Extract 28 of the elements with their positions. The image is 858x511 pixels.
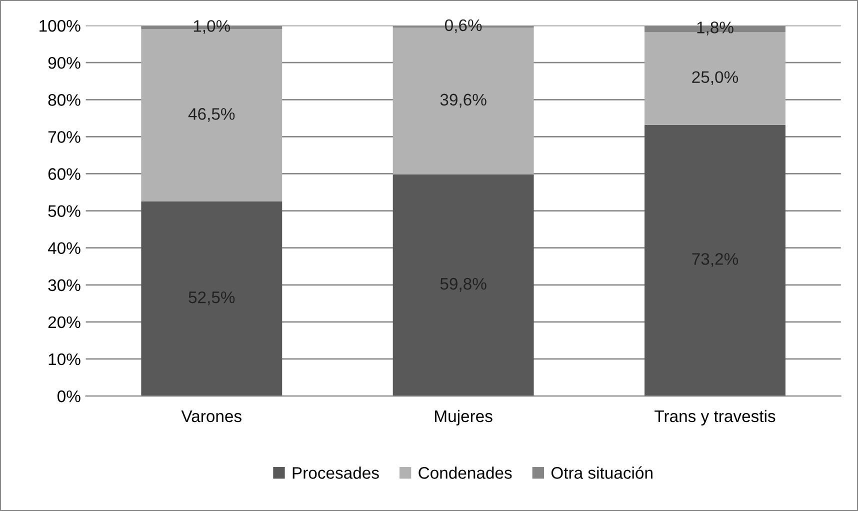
y-tick-label: 30%	[48, 279, 80, 292]
data-label: 39,6%	[440, 94, 486, 108]
x-tick-label: Varones	[181, 410, 242, 422]
bar	[644, 124, 786, 396]
x-tick-label: Mujeres	[435, 410, 492, 426]
data-label: 73,2%	[692, 253, 738, 267]
data-label: 46,5%	[188, 108, 235, 122]
y-tick-label: 70%	[48, 131, 80, 143]
data-label: 0,6%	[444, 19, 482, 34]
bar	[392, 174, 534, 396]
y-tick-label: 10%	[48, 353, 80, 366]
legend-label: Otra situación	[551, 466, 652, 479]
legend-label: Condenades	[418, 466, 512, 479]
legend-label: Procesades	[292, 466, 379, 479]
data-label: 25,0%	[692, 71, 738, 85]
y-tick-label: 100%	[40, 20, 80, 32]
y-tick-label: 80%	[48, 94, 80, 106]
y-tick-label: 90%	[48, 57, 80, 69]
y-tick-label: 60%	[48, 168, 80, 180]
data-label: 52,5%	[188, 291, 235, 306]
y-tick-label: 40%	[48, 242, 80, 254]
x-tick-label: Trans y travestis	[654, 410, 776, 426]
bar	[141, 202, 282, 396]
y-tick-label: 0%	[58, 390, 80, 402]
data-label: 1,8%	[697, 22, 734, 36]
data-label: 59,8%	[440, 278, 486, 292]
y-tick-label: 20%	[48, 316, 80, 328]
y-tick-label: 50%	[48, 205, 80, 217]
